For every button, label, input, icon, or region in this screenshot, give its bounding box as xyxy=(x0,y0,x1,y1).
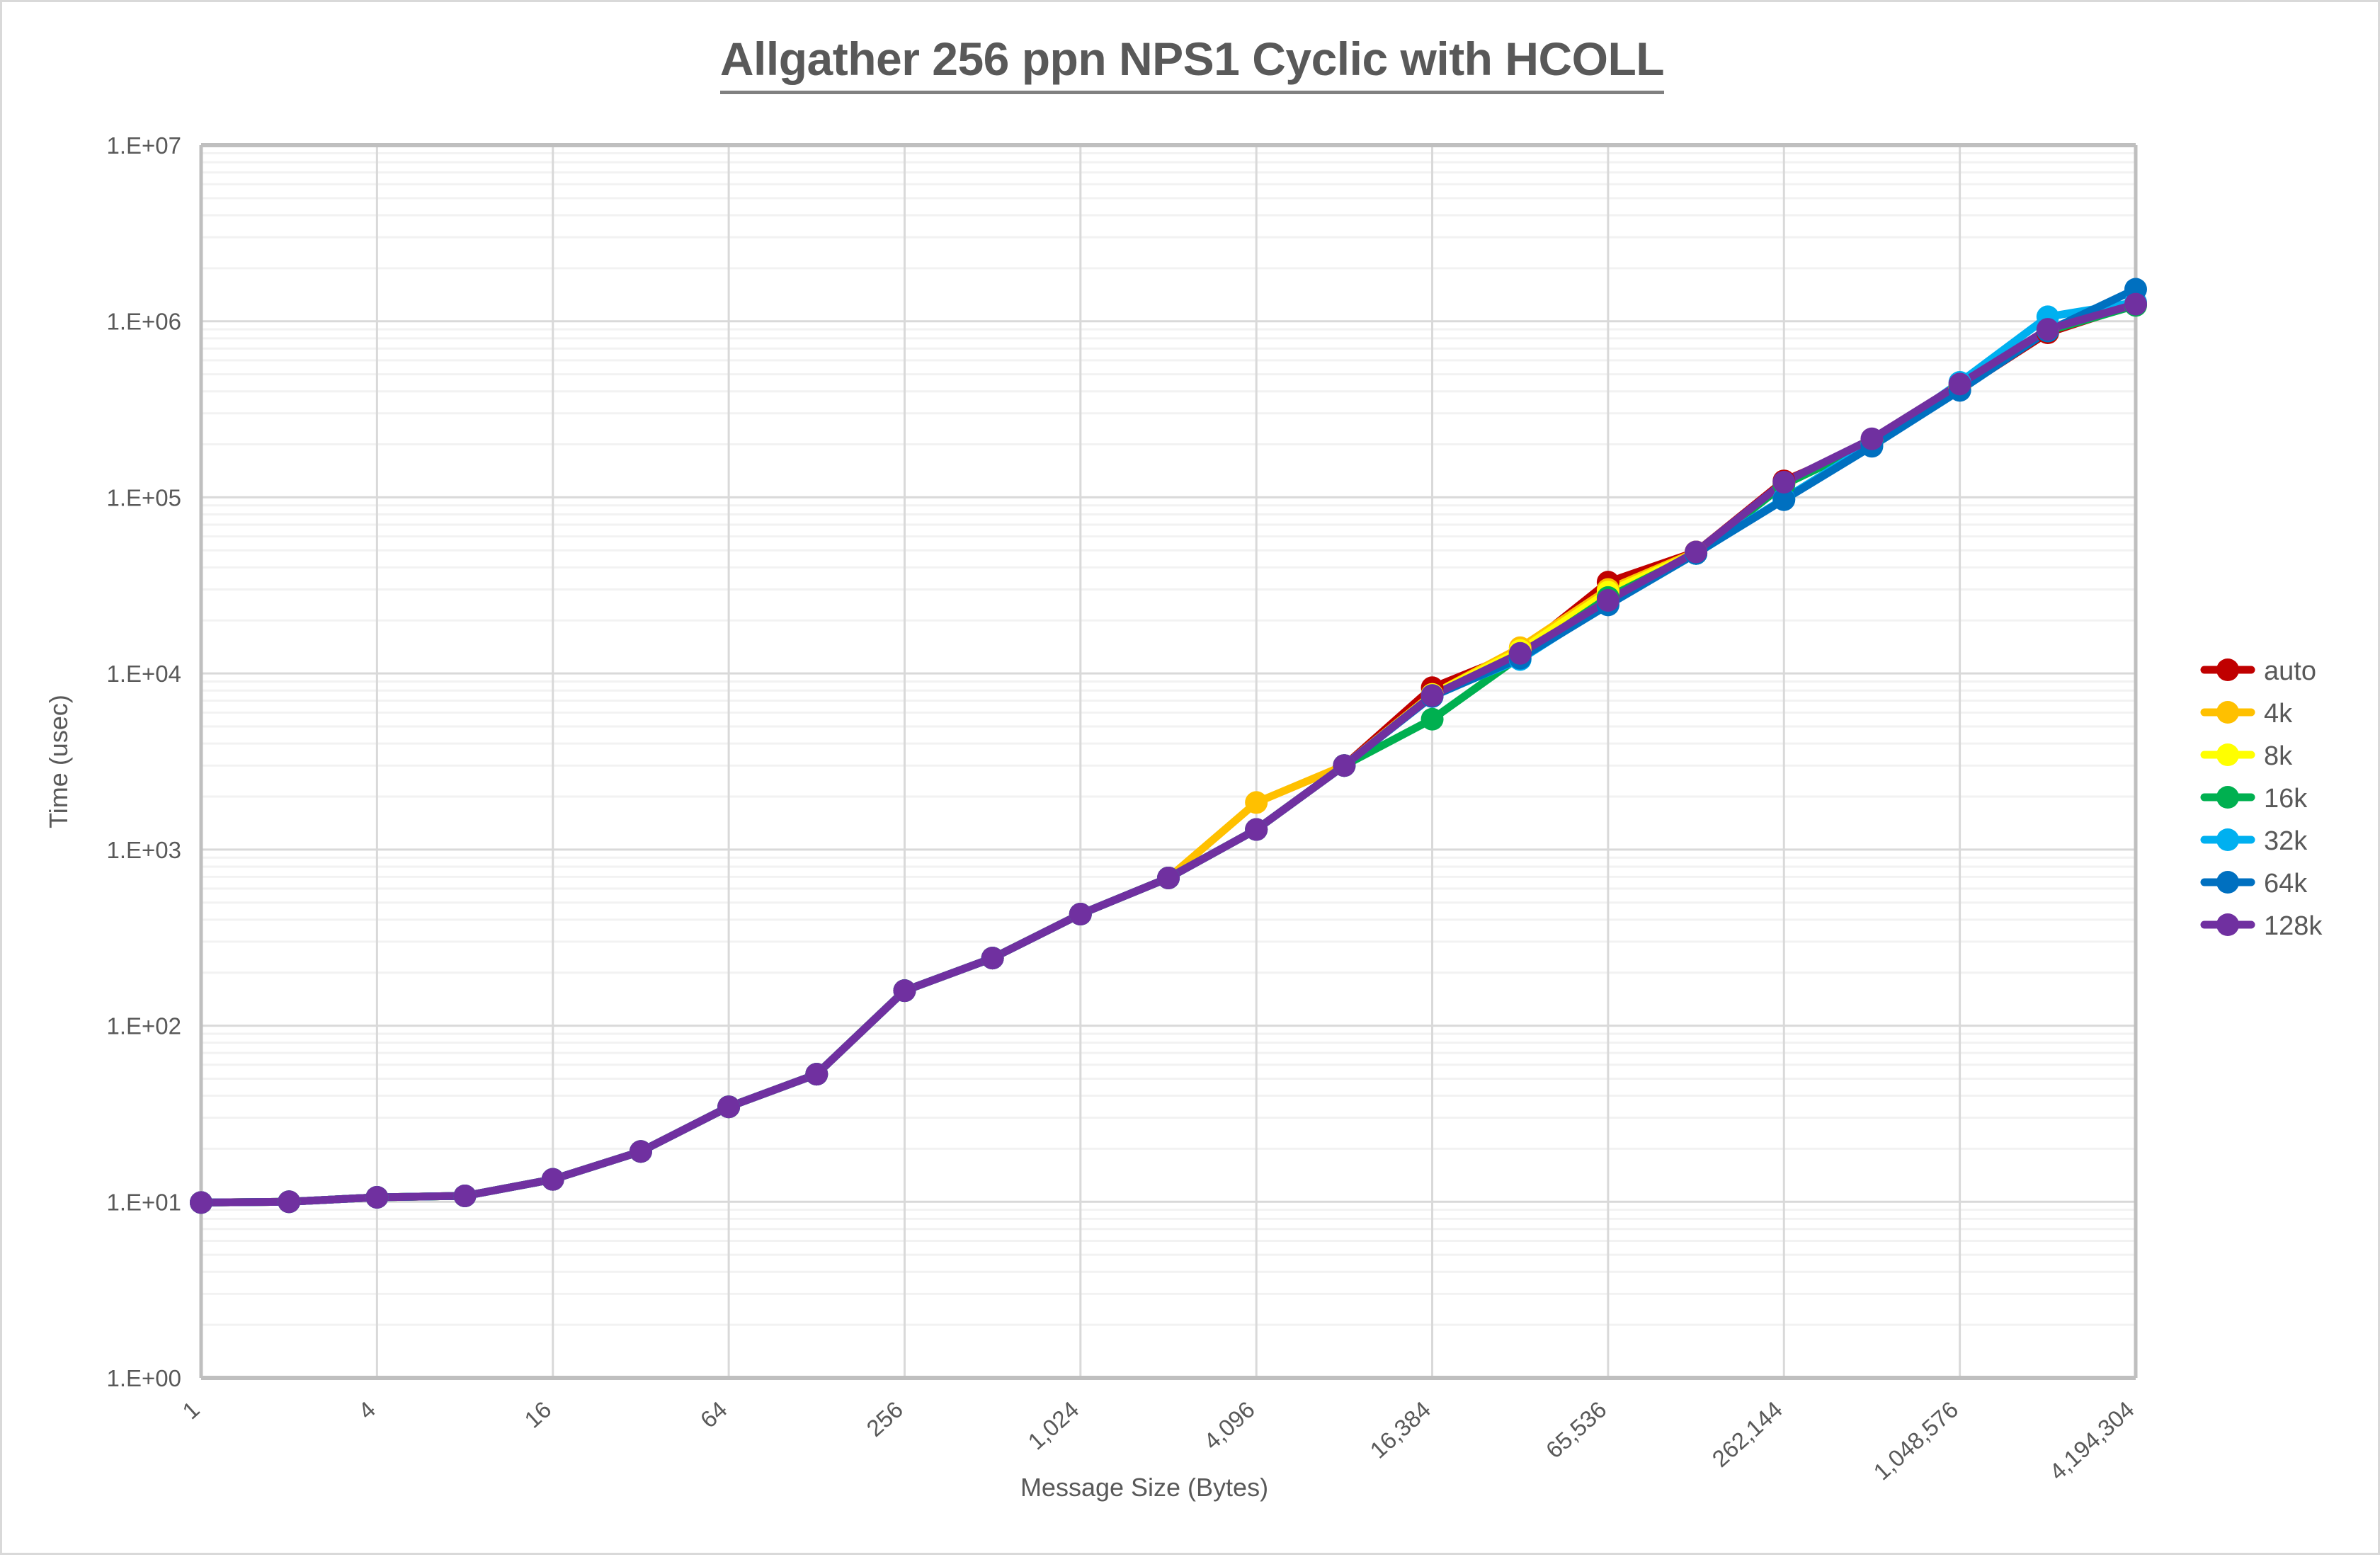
x-tick-label: 64 xyxy=(695,1396,732,1433)
y-tick-label: 1.E+00 xyxy=(106,1365,181,1391)
x-tick-label: 16 xyxy=(519,1396,556,1433)
chart-title: Allgather 256 ppn NPS1 Cyclic with HCOLL xyxy=(2,32,2380,94)
y-tick-label: 1.E+01 xyxy=(106,1189,181,1215)
minor-gridlines-group xyxy=(201,152,2136,1326)
y-tick-label: 1.E+02 xyxy=(106,1013,181,1039)
chart-title-text: Allgather 256 ppn NPS1 Cyclic with HCOLL xyxy=(719,33,1665,94)
x-tick-label: 1,024 xyxy=(1023,1396,1083,1455)
chart-legend: auto 4k 8k 16k 32k 64k 128k xyxy=(2200,656,2323,941)
y-axis-tick-labels: 1.E+00 1.E+01 1.E+02 1.E+03 1.E+04 1.E+05 1.E+… xyxy=(106,132,181,1391)
y-tick-label: 1.E+03 xyxy=(106,837,181,863)
series-markers-group xyxy=(190,278,2147,1214)
y-tick-label: 1.E+06 xyxy=(106,309,181,335)
x-tick-label: 4,194,304 xyxy=(2044,1396,2139,1485)
vertical-gridlines-group xyxy=(200,145,2137,1378)
x-axis-title: Message Size (Bytes) xyxy=(1020,1473,1268,1502)
y-tick-label: 1.E+04 xyxy=(106,661,181,687)
x-tick-label: 256 xyxy=(861,1396,908,1442)
legend-item-label: 16k xyxy=(2264,784,2308,814)
x-axis-tick-labels: 1 4 16 64 256 1,024 4,096 16,384 65,536 262,144 1,… xyxy=(177,1396,2139,1485)
legend-item-label: 64k xyxy=(2264,869,2308,899)
legend-item-label: 4k xyxy=(2264,699,2293,729)
legend-item-label: auto xyxy=(2264,656,2316,686)
x-tick-label: 4,096 xyxy=(1199,1396,1260,1455)
legend-item-label: 32k xyxy=(2264,826,2308,856)
y-tick-label: 1.E+07 xyxy=(106,132,181,159)
y-axis-title: Time (usec) xyxy=(44,695,73,828)
x-tick-label: 4 xyxy=(353,1396,380,1425)
x-tick-label: 65,536 xyxy=(1541,1396,1612,1464)
legend-item-label: 128k xyxy=(2264,911,2323,941)
y-tick-label: 1.E+05 xyxy=(106,484,181,511)
x-tick-label: 262,144 xyxy=(1707,1396,1787,1472)
legend-item-label: 8k xyxy=(2264,741,2293,771)
x-tick-label: 1 xyxy=(177,1396,204,1425)
plot-border-group xyxy=(199,143,2138,1380)
x-tick-label: 16,384 xyxy=(1365,1396,1435,1464)
x-tick-label: 1,048,576 xyxy=(1868,1396,1963,1485)
